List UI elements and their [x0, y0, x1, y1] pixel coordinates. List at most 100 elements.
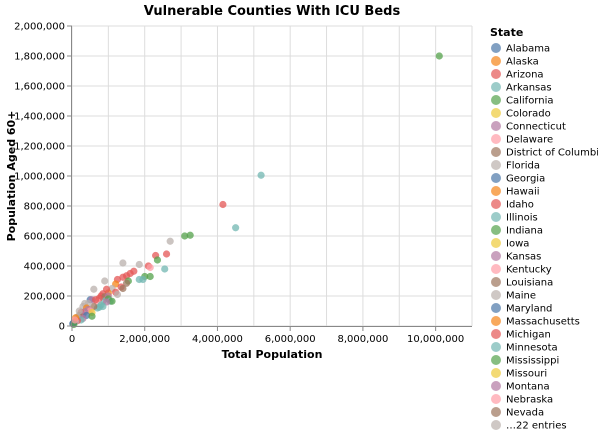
legend-label: Michigan [506, 330, 551, 341]
legend-title: State [490, 26, 523, 39]
legend-symbol [491, 381, 501, 391]
data-point [153, 256, 162, 264]
data-point [119, 284, 127, 293]
legend-label: Iowa [506, 239, 529, 250]
data-point [113, 290, 122, 299]
legend-symbol [491, 147, 501, 157]
legend-symbol [491, 186, 501, 196]
legend-label: Massachusetts [506, 317, 580, 328]
x-tick-label: 4,000,000 [192, 334, 243, 345]
legend-symbol [491, 329, 501, 339]
legend-label: Missouri [506, 369, 547, 380]
legend-symbol [491, 199, 501, 209]
legend-symbol [491, 316, 501, 326]
y-tick-label: 800,000 [24, 202, 65, 213]
legend-label: Florida [506, 161, 540, 172]
legend-label: Connecticut [506, 122, 566, 133]
legend-label: Alabama [506, 44, 550, 55]
data-point [90, 285, 98, 293]
data-point [166, 237, 174, 245]
data-point [186, 231, 194, 239]
y-tick-label: 1,000,000 [14, 172, 65, 183]
legend-symbol [491, 342, 501, 352]
legend-label: Nebraska [506, 395, 553, 406]
y-tick-label: 1,400,000 [14, 112, 65, 123]
data-point [161, 265, 169, 273]
y-tick-label: 1,200,000 [14, 142, 65, 153]
legend-symbol [491, 95, 501, 105]
legend-label: Maryland [506, 304, 552, 315]
x-tick-label: 10,000,000 [407, 334, 464, 345]
data-point [71, 316, 79, 324]
legend-label: Colorado [506, 109, 551, 120]
legend-label: Minnesota [506, 343, 558, 354]
y-tick-label: 400,000 [24, 262, 65, 273]
data-point [146, 263, 154, 272]
legend-symbol [491, 56, 501, 66]
legend-symbol [491, 121, 501, 131]
legend-symbol [491, 264, 501, 274]
data-point [257, 171, 265, 179]
grid-layer [71, 25, 473, 327]
legend-symbol [491, 160, 501, 170]
legend-symbol [491, 225, 501, 235]
legend-label: Kentucky [506, 265, 552, 276]
data-point [108, 297, 116, 305]
legend-label: Alaska [506, 57, 539, 68]
legend-symbol [491, 368, 501, 378]
legend-label: Maine [506, 291, 536, 302]
y-tick-label: 200,000 [24, 292, 65, 303]
legend-symbol [491, 355, 501, 365]
x-tick-label: 0 [69, 334, 75, 345]
legend-label: Montana [506, 382, 550, 393]
data-point [88, 312, 96, 320]
legend-symbol [491, 303, 501, 313]
data-point [162, 250, 171, 258]
legend-label: Arkansas [506, 83, 552, 94]
legend-label: Kansas [506, 252, 541, 263]
legend-label: Mississippi [506, 356, 559, 367]
legend-symbol [491, 277, 501, 287]
data-point [119, 259, 127, 267]
legend-symbol [491, 212, 501, 222]
legend-symbol [491, 173, 501, 183]
y-tick-label: 1,800,000 [14, 52, 65, 63]
legend-label: Georgia [506, 174, 545, 185]
legend: Alabama Alaska Arizona Arkansas California Co… [491, 43, 598, 432]
y-tick-label: 0 [59, 322, 65, 333]
y-tick-label: 600,000 [24, 232, 65, 243]
x-tick-label: 2,000,000 [119, 334, 170, 345]
legend-symbol [491, 394, 501, 404]
legend-symbol [491, 108, 501, 118]
legend-symbol [491, 238, 501, 248]
data-point [146, 272, 154, 281]
data-point [101, 277, 109, 285]
legend-label: Illinois [506, 213, 538, 224]
axis-layer: 0 2,000,000 4,000,000 6,000,000 8,000,000 10,… [14, 22, 472, 345]
legend-label: District of Columbia [506, 148, 598, 159]
data-point [139, 275, 147, 284]
data-point [92, 296, 100, 304]
y-tick-label: 2,000,000 [14, 22, 65, 33]
data-point [119, 273, 127, 281]
x-tick-label: 6,000,000 [265, 334, 316, 345]
points-layer [69, 52, 443, 329]
data-point [181, 232, 189, 240]
x-tick-label: 8,000,000 [337, 334, 388, 345]
legend-symbol [491, 290, 501, 300]
data-point [75, 307, 83, 315]
legend-symbol [491, 407, 501, 417]
x-axis-title: Total Population [222, 348, 323, 361]
legend-label: Arizona [506, 70, 544, 81]
legend-label: California [506, 96, 554, 107]
data-point [435, 52, 443, 60]
data-point [232, 224, 240, 232]
legend-symbol [491, 134, 501, 144]
legend-label: Idaho [506, 200, 534, 211]
legend-label: Indiana [506, 226, 543, 237]
y-axis-title: Population Aged 60+ [5, 111, 18, 242]
legend-label: Louisiana [506, 278, 553, 289]
data-point [219, 200, 227, 209]
